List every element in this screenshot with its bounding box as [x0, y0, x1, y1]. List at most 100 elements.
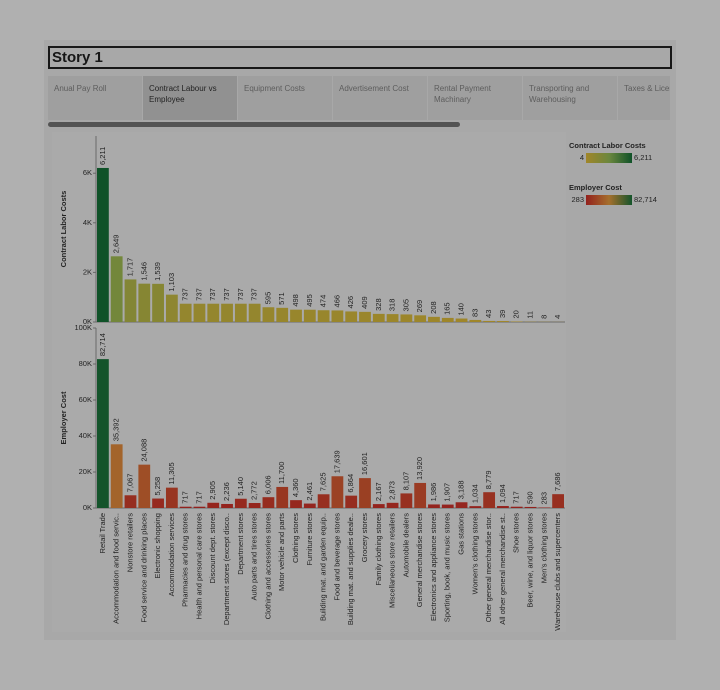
- value-label: 6,211: [98, 147, 107, 165]
- value-label: 11,305: [167, 462, 176, 484]
- x-tick-label: Retail Trade: [98, 513, 107, 553]
- x-tick-label: Furniture stores: [305, 513, 314, 566]
- value-label: 409: [360, 296, 369, 309]
- bar: [276, 486, 289, 508]
- x-tick-label: General merchandise stores: [415, 513, 424, 607]
- bar: [469, 319, 482, 322]
- bar: [524, 506, 537, 508]
- x-tick-label: Warehouse clubs and supercenters: [553, 513, 562, 631]
- x-tick-label: Discount dept. stores: [208, 513, 217, 584]
- bar: [276, 307, 289, 322]
- bar: [331, 310, 344, 322]
- legend-ramp: [586, 195, 632, 205]
- y-axis-title: Employer Cost: [59, 391, 68, 444]
- x-tick-label: Department stores: [236, 513, 245, 575]
- bar: [110, 444, 123, 508]
- legend-title: Contract Labor Costs: [569, 141, 646, 150]
- bar: [317, 310, 330, 322]
- bar: [303, 503, 316, 508]
- value-label: 2,649: [112, 235, 121, 254]
- value-label: 13,920: [415, 457, 424, 480]
- value-label: 2,905: [208, 481, 217, 500]
- value-label: 83: [470, 309, 479, 317]
- value-label: 737: [208, 288, 217, 301]
- x-tick-label: Nonstore retailers: [125, 513, 134, 572]
- x-tick-label: Accommodation services: [167, 513, 176, 597]
- x-tick-label: Women's clothing stores: [470, 513, 479, 595]
- story-tab[interactable]: Rental Payment Machinary: [428, 76, 522, 120]
- value-label: 1,546: [139, 262, 148, 281]
- story-tab[interactable]: Advertisement Cost: [333, 76, 427, 120]
- value-label: 590: [525, 491, 534, 504]
- value-label: 20: [512, 310, 521, 318]
- value-label: 8,779: [484, 470, 493, 489]
- value-label: 4: [553, 315, 562, 319]
- value-label: 328: [374, 298, 383, 311]
- value-label: 2,873: [388, 481, 397, 500]
- story-tab[interactable]: Transporting and Warehousing: [523, 76, 617, 120]
- story-tab[interactable]: Anual Pay Roll: [48, 76, 142, 120]
- bar: [497, 506, 509, 508]
- legend-min: 4: [580, 153, 584, 162]
- story-title: Story 1: [48, 46, 672, 69]
- x-tick-label: Gas stations: [457, 513, 466, 555]
- legend-min: 283: [571, 195, 584, 204]
- value-label: 737: [250, 288, 259, 301]
- x-tick-label: Sporting, book, and music stores: [443, 513, 452, 622]
- value-label: 717: [181, 491, 190, 504]
- x-tick-label: All other general merchandise st..: [498, 513, 507, 625]
- value-label: 1,034: [470, 484, 479, 503]
- value-label: 305: [401, 299, 410, 312]
- value-label: 1,986: [429, 483, 438, 502]
- value-label: 717: [194, 491, 203, 504]
- value-label: 7,625: [319, 472, 328, 491]
- value-label: 1,717: [125, 258, 134, 277]
- value-label: 737: [181, 288, 190, 301]
- bar: [386, 314, 399, 322]
- bar: [441, 317, 454, 322]
- value-label: 495: [305, 294, 314, 307]
- value-label: 571: [277, 292, 286, 305]
- bar: [207, 502, 220, 508]
- x-tick-label: Miscellaneous store retailers: [388, 513, 397, 608]
- x-tick-label: Accommodation and food servic..: [112, 513, 121, 624]
- bar: [538, 507, 551, 508]
- bar: [400, 314, 413, 322]
- bar: [290, 309, 302, 322]
- value-label: 5,258: [153, 477, 162, 496]
- value-label: 2,461: [305, 482, 314, 501]
- story-tab[interactable]: Equipment Costs: [238, 76, 332, 120]
- scrollbar[interactable]: [48, 122, 460, 127]
- bar: [193, 303, 206, 322]
- value-label: 1,094: [498, 484, 507, 503]
- y-tick-label: 100K: [74, 323, 92, 332]
- bar: [497, 321, 509, 322]
- story-tab[interactable]: Contract Labour vs Employee: [143, 76, 237, 120]
- bar: [138, 283, 151, 322]
- bar: [428, 504, 440, 508]
- value-label: 2,236: [222, 482, 231, 501]
- y-tick-label: 40K: [79, 431, 92, 440]
- x-tick-label: Department stores (except disco..: [222, 513, 231, 625]
- x-tick-label: Family clothing stores: [374, 513, 383, 586]
- x-tick-label: Shoe stores: [512, 513, 521, 553]
- value-label: 8,107: [401, 472, 410, 491]
- legend-max: 6,211: [634, 153, 652, 162]
- value-label: 1,103: [167, 273, 176, 292]
- bar: [303, 309, 316, 322]
- bar: [234, 303, 247, 322]
- value-label: 595: [263, 292, 272, 305]
- x-tick-label: Motor vehicle and parts: [277, 513, 286, 591]
- story-tab[interactable]: Taxes & Licences: [618, 76, 670, 120]
- y-tick-label: 6K: [83, 168, 92, 177]
- value-label: 11: [525, 311, 534, 319]
- bar: [331, 476, 344, 508]
- value-label: 7,067: [125, 473, 134, 492]
- value-label: 82,714: [98, 333, 107, 356]
- x-tick-label: Electronic shopping: [153, 513, 162, 578]
- bar: [372, 313, 385, 322]
- bar: [414, 315, 427, 322]
- x-tick-label: Beer, wine, and liquor stores: [525, 513, 534, 608]
- bar: [359, 478, 371, 508]
